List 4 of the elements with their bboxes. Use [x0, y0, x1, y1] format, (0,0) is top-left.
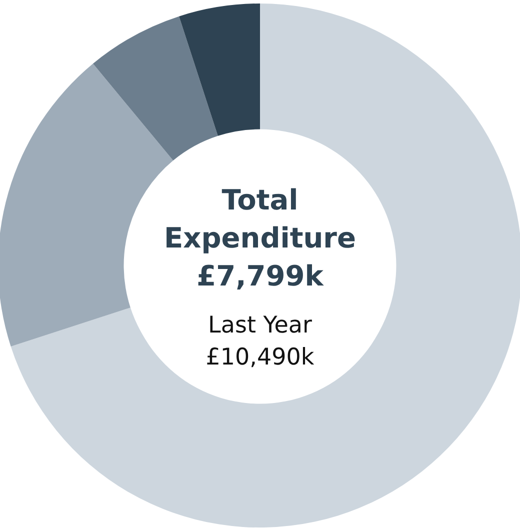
text: Last Year [208, 312, 312, 338]
text: £10,490k [206, 344, 315, 370]
text: £7,799k [196, 260, 325, 292]
text: Total Expenditure [164, 184, 356, 254]
